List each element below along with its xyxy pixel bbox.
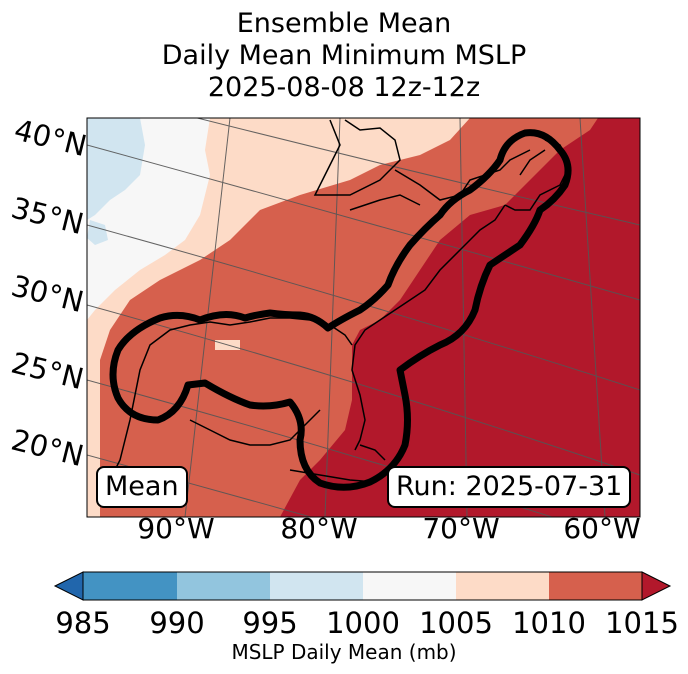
colorbar-tick-990: 990	[149, 606, 205, 640]
colorbar-segment-1005-1010	[456, 572, 549, 600]
colorbar-segment-990-995	[177, 572, 270, 600]
mean-label-box: Mean	[96, 466, 188, 508]
colorbar-tick-1010: 1010	[512, 606, 586, 640]
lon-label-60w: 60°W	[563, 512, 641, 545]
title-line-1: Ensemble Mean	[236, 8, 452, 39]
colorbar-label: MSLP Daily Mean (mb)	[231, 640, 457, 664]
lon-label-70w: 70°W	[422, 512, 500, 545]
coastlines	[99, 119, 571, 501]
title-line-3: 2025-08-08 12z-12z	[207, 72, 481, 103]
lon-label-80w: 80°W	[280, 512, 358, 545]
colorbar-segment-1000-1005	[363, 572, 456, 600]
map-frame	[86, 117, 641, 518]
colorbar-tick-1000: 1000	[326, 606, 400, 640]
colorbar-tick-1015: 1015	[605, 606, 679, 640]
colorbar-frame	[82, 571, 643, 601]
colorbar-under-arrow	[53, 571, 84, 601]
title-line-2: Daily Mean Minimum MSLP	[161, 40, 527, 71]
colorbar-segment-995-1000	[270, 572, 363, 600]
colorbar-tick-995: 995	[242, 606, 298, 640]
colorbar-segment-985-990	[83, 572, 177, 600]
run-date-box: Run: 2025-07-31	[387, 466, 632, 508]
colorbar-tick-985: 985	[55, 606, 111, 640]
ensemble-contour	[109, 129, 572, 491]
colorbar-over-arrow	[641, 571, 672, 601]
colorbar-segment-1010-1015	[549, 572, 642, 600]
pressure-band-995-1000	[87, 118, 145, 220]
lon-label-90w: 90°W	[137, 512, 215, 545]
colorbar-tick-1005: 1005	[419, 606, 493, 640]
